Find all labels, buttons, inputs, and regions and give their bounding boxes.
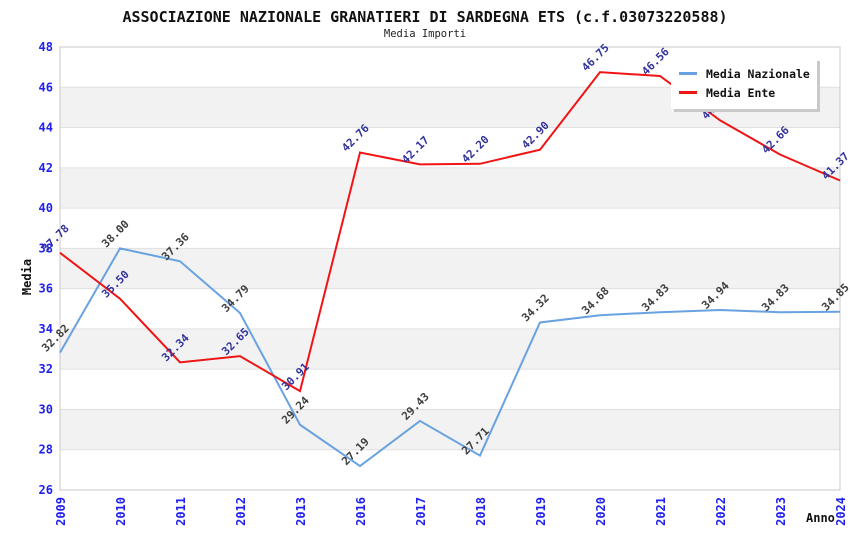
legend-item: Media Ente xyxy=(679,83,817,102)
legend-swatch xyxy=(679,91,697,94)
y-tick-label: 42 xyxy=(39,161,53,175)
x-axis-title: Anno xyxy=(806,511,835,525)
y-tick-label: 28 xyxy=(39,443,53,457)
y-tick-label: 44 xyxy=(39,121,53,135)
legend-label: Media Nazionale xyxy=(706,66,810,81)
chart-title: ASSOCIAZIONE NAZIONALE GRANATIERI DI SAR… xyxy=(122,8,728,26)
y-tick-label: 38 xyxy=(39,241,53,255)
x-tick-label: 2010 xyxy=(114,497,128,526)
y-tick-label: 36 xyxy=(39,282,53,296)
x-tick-label: 2023 xyxy=(774,497,788,526)
band xyxy=(60,248,840,289)
y-tick-label: 34 xyxy=(39,322,53,336)
band xyxy=(60,167,840,209)
x-tick-label: 2019 xyxy=(534,497,548,526)
x-tick-label: 2013 xyxy=(294,497,308,526)
legend-item: Media Nazionale xyxy=(679,64,817,83)
point-label: 42.17 xyxy=(399,134,432,167)
x-tick-label: 2017 xyxy=(414,497,428,526)
point-label: 42.20 xyxy=(459,133,492,166)
x-tick-label: 2016 xyxy=(354,497,368,526)
y-axis-title: Media xyxy=(20,258,34,296)
point-label: 34.32 xyxy=(519,292,552,325)
y-tick-label: 40 xyxy=(39,201,53,215)
legend-swatch xyxy=(679,72,697,75)
point-label: 34.68 xyxy=(579,284,612,317)
y-tick-label: 26 xyxy=(39,483,53,497)
plot-border xyxy=(59,46,841,491)
chart-subtitle: Media Importi xyxy=(383,28,467,40)
x-tick-label: 2020 xyxy=(594,497,608,526)
x-tick-label: 2022 xyxy=(714,497,728,526)
x-tick-label: 2021 xyxy=(654,497,668,526)
x-tick-label: 2018 xyxy=(474,497,488,526)
band xyxy=(60,409,840,450)
x-tick-label: 2012 xyxy=(234,497,248,526)
x-tick-label: 2011 xyxy=(174,497,188,526)
point-label: 46.56 xyxy=(639,45,672,78)
band xyxy=(60,328,840,370)
point-label: 38.00 xyxy=(99,218,132,251)
y-tick-label: 48 xyxy=(39,40,53,54)
series-line xyxy=(59,247,841,468)
series-line xyxy=(59,71,841,393)
y-tick-label: 30 xyxy=(39,402,53,416)
y-tick-label: 32 xyxy=(39,362,53,376)
legend-label: Media Ente xyxy=(706,85,776,100)
y-tick-label: 46 xyxy=(39,80,53,94)
point-label: 46.75 xyxy=(579,41,612,74)
x-tick-label: 2009 xyxy=(54,497,68,526)
legend: Media Nazionale Media Ente xyxy=(671,58,817,109)
x-tick-label: 2024 xyxy=(834,497,848,526)
